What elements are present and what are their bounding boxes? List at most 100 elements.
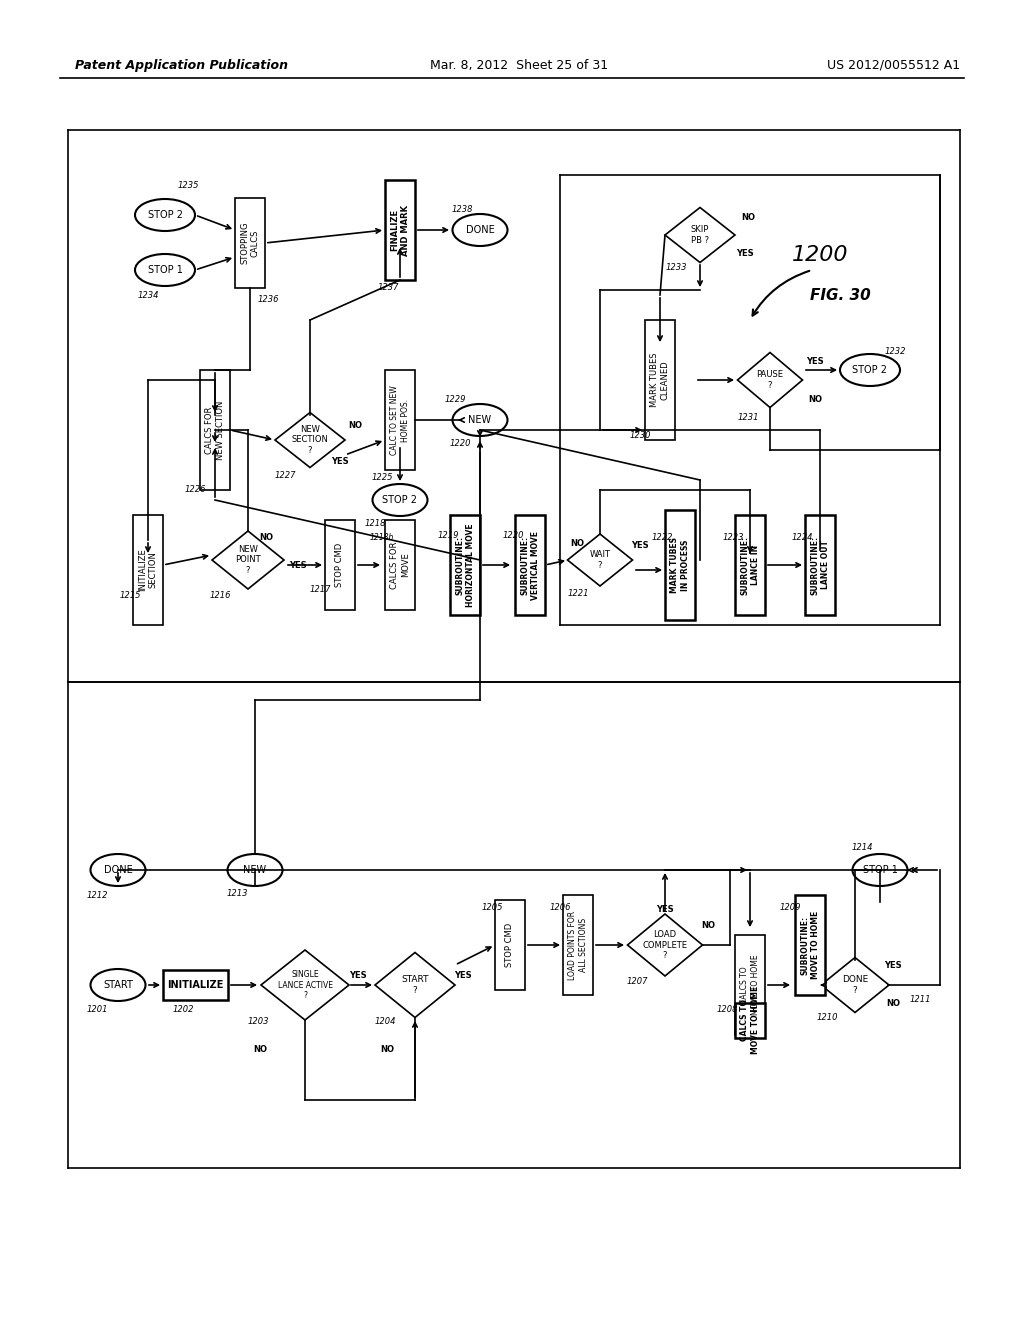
Text: 1237: 1237 [377, 284, 398, 293]
Text: 1210: 1210 [816, 1014, 838, 1023]
Text: FINALIZE
AND MARK: FINALIZE AND MARK [390, 205, 410, 256]
Text: 1217: 1217 [309, 586, 331, 594]
Text: YES: YES [806, 358, 824, 367]
Ellipse shape [227, 854, 283, 886]
FancyBboxPatch shape [563, 895, 593, 995]
Ellipse shape [453, 404, 508, 436]
Text: NO: NO [380, 1045, 394, 1055]
Text: WAIT
?: WAIT ? [590, 550, 610, 570]
Ellipse shape [853, 854, 907, 886]
Ellipse shape [90, 969, 145, 1001]
Ellipse shape [90, 854, 145, 886]
Text: YES: YES [736, 248, 754, 257]
Text: SINGLE
LANCE ACTIVE
?: SINGLE LANCE ACTIVE ? [278, 970, 333, 1001]
Text: 1215: 1215 [119, 590, 140, 599]
Text: YES: YES [631, 540, 649, 549]
Text: 1208: 1208 [716, 1006, 737, 1015]
Text: NO: NO [808, 396, 822, 404]
Text: 1226: 1226 [184, 486, 206, 495]
Text: STOP 2: STOP 2 [383, 495, 418, 506]
Text: DONE
?: DONE ? [842, 975, 868, 995]
Text: 1205: 1205 [481, 903, 503, 912]
Text: START: START [103, 979, 133, 990]
Text: 1216: 1216 [209, 590, 230, 599]
Text: SUBROUTINE:
LANCE OUT: SUBROUTINE: LANCE OUT [810, 536, 829, 594]
Text: MARK TUBES
IN PROCESS: MARK TUBES IN PROCESS [671, 537, 690, 593]
Text: NEW: NEW [468, 414, 492, 425]
Polygon shape [665, 207, 735, 263]
Text: 1212: 1212 [86, 891, 108, 899]
Text: LOAD
COMPLETE
?: LOAD COMPLETE ? [642, 931, 687, 960]
FancyBboxPatch shape [133, 515, 163, 624]
FancyBboxPatch shape [795, 895, 825, 995]
FancyBboxPatch shape [735, 1002, 765, 1038]
Ellipse shape [840, 354, 900, 385]
Text: 1213: 1213 [226, 888, 248, 898]
FancyBboxPatch shape [495, 900, 525, 990]
Text: YES: YES [349, 970, 367, 979]
Text: NO: NO [348, 421, 362, 429]
Text: 1225: 1225 [372, 473, 393, 482]
Text: INITIALIZE
SECTION: INITIALIZE SECTION [138, 549, 158, 591]
Polygon shape [737, 352, 803, 408]
Text: MARK TUBES
CLEANED: MARK TUBES CLEANED [650, 352, 670, 408]
Text: 1214: 1214 [851, 843, 872, 853]
Text: CALC TO SET NEW
HOME POS.: CALC TO SET NEW HOME POS. [390, 385, 410, 455]
FancyBboxPatch shape [735, 515, 765, 615]
Text: NO: NO [259, 533, 273, 543]
Text: 1230: 1230 [630, 430, 650, 440]
Text: 1202: 1202 [172, 1006, 194, 1015]
Text: 1203: 1203 [247, 1018, 268, 1027]
Text: YES: YES [289, 561, 307, 569]
Text: 1206: 1206 [549, 903, 570, 912]
Text: 1227: 1227 [274, 470, 296, 479]
Text: NEW: NEW [244, 865, 266, 875]
Text: START
?: START ? [401, 975, 429, 995]
Text: LOAD POINTS FOR
ALL SECTIONS: LOAD POINTS FOR ALL SECTIONS [568, 911, 588, 979]
Text: 1218b: 1218b [370, 533, 394, 543]
FancyBboxPatch shape [805, 515, 835, 615]
Polygon shape [567, 535, 633, 586]
Text: SUBROUTINE:
VERTICAL MOVE: SUBROUTINE: VERTICAL MOVE [520, 531, 540, 599]
Text: 1218: 1218 [365, 519, 386, 528]
Text: FIG. 30: FIG. 30 [810, 288, 870, 302]
Text: CALCS TO
MOVE TO HOME: CALCS TO MOVE TO HOME [740, 986, 760, 1055]
Polygon shape [628, 913, 702, 975]
Text: 1231: 1231 [737, 413, 759, 422]
Text: NO: NO [701, 920, 715, 929]
FancyBboxPatch shape [385, 370, 415, 470]
Text: NO: NO [741, 214, 755, 223]
Text: 1235: 1235 [177, 181, 199, 190]
Polygon shape [375, 953, 455, 1018]
Ellipse shape [135, 199, 195, 231]
Text: 1233: 1233 [666, 264, 687, 272]
FancyBboxPatch shape [234, 198, 265, 288]
Text: 1238: 1238 [452, 206, 473, 214]
Text: 1211: 1211 [909, 995, 931, 1005]
Text: Patent Application Publication: Patent Application Publication [75, 58, 288, 71]
Ellipse shape [135, 253, 195, 286]
Text: 1229: 1229 [444, 396, 466, 404]
Text: INITIALIZE: INITIALIZE [167, 979, 223, 990]
FancyBboxPatch shape [325, 520, 355, 610]
FancyBboxPatch shape [385, 520, 415, 610]
Text: 1200: 1200 [792, 246, 848, 265]
Text: STOP 2: STOP 2 [853, 366, 888, 375]
Text: 1234: 1234 [137, 290, 159, 300]
Text: YES: YES [656, 906, 674, 915]
Text: NEW
SECTION
?: NEW SECTION ? [292, 425, 329, 455]
Polygon shape [212, 531, 284, 589]
Text: Mar. 8, 2012  Sheet 25 of 31: Mar. 8, 2012 Sheet 25 of 31 [430, 58, 608, 71]
FancyBboxPatch shape [515, 515, 545, 615]
Text: 1201: 1201 [86, 1006, 108, 1015]
FancyBboxPatch shape [385, 180, 415, 280]
Text: 1221: 1221 [567, 589, 589, 598]
Text: 1209: 1209 [779, 903, 801, 912]
Text: STOP 2: STOP 2 [147, 210, 182, 220]
FancyBboxPatch shape [645, 319, 675, 440]
Text: 1224: 1224 [792, 533, 813, 543]
Text: 1220: 1220 [450, 438, 471, 447]
Text: SKIP
PB ?: SKIP PB ? [691, 226, 710, 244]
Text: NEW
POINT
?: NEW POINT ? [236, 545, 261, 576]
Ellipse shape [453, 214, 508, 246]
